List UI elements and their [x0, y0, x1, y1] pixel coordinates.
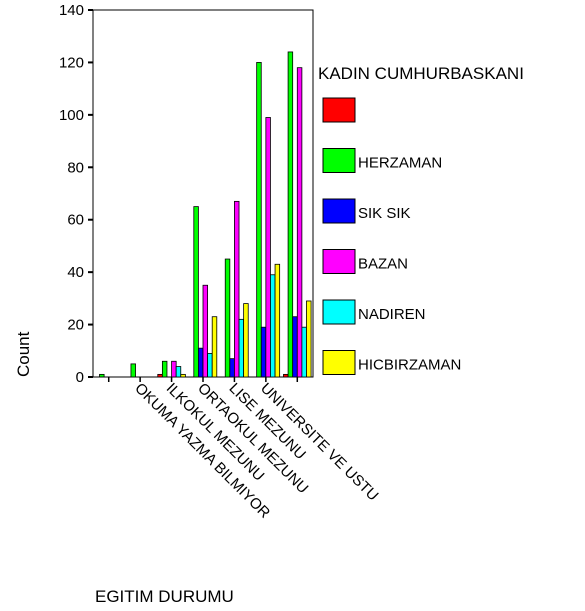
y-axis: 0 20 40 60 80 100 120 140	[59, 2, 93, 386]
legend: HERZAMAN SIK SIK BAZAN NADIREN HICBIRZAMAN	[322, 97, 461, 375]
y-tick-label: 140	[59, 2, 84, 19]
y-tick-label: 20	[67, 317, 84, 334]
bar	[161, 360, 168, 378]
bars-layer	[99, 51, 312, 378]
bar	[193, 206, 199, 378]
y-tick-label: 120	[59, 54, 84, 71]
legend-swatch	[322, 97, 356, 123]
y-tick-label: 100	[59, 107, 84, 124]
bar	[234, 200, 240, 378]
bar	[157, 373, 163, 378]
bar	[175, 366, 182, 378]
bar	[229, 358, 235, 378]
y-tick-label: 40	[67, 264, 84, 281]
legend-label: SIK SIK	[358, 205, 411, 222]
legend-swatch	[322, 350, 356, 375]
legend-swatch	[322, 198, 356, 224]
y-tick-label: 80	[67, 159, 84, 176]
legend-label: HERZAMAN	[358, 155, 442, 172]
bar	[306, 300, 312, 378]
bar	[270, 274, 276, 378]
x-tick-label: UNIVERSITE VE USTU	[257, 380, 382, 505]
bar	[180, 373, 186, 378]
y-tick-label: 0	[76, 369, 84, 386]
bar	[292, 316, 298, 378]
bar	[301, 326, 307, 378]
bar	[287, 51, 294, 378]
bar	[260, 326, 267, 378]
bar	[256, 62, 262, 378]
bar	[283, 373, 289, 378]
bar	[238, 318, 245, 378]
bar	[243, 303, 249, 378]
legend-swatch	[322, 299, 356, 325]
bar	[202, 284, 208, 378]
legend-label: BAZAN	[358, 256, 408, 273]
bar	[274, 263, 281, 378]
legend-swatch	[322, 249, 356, 274]
legend-title: KADIN CUMHURBASKANI	[318, 64, 524, 83]
y-tick-label: 60	[67, 212, 84, 229]
bar	[207, 353, 213, 378]
bar	[130, 363, 136, 378]
bar	[99, 373, 105, 378]
legend-label: NADIREN	[358, 306, 426, 323]
bar	[265, 117, 271, 378]
bar	[224, 258, 231, 378]
x-axis-title: EGITIM DURUMU	[95, 587, 234, 606]
legend-swatch	[322, 148, 356, 173]
bar	[171, 360, 177, 378]
bar	[211, 316, 218, 378]
legend-label: HICBIRZAMAN	[358, 357, 461, 374]
y-axis-title: Count	[14, 331, 33, 377]
bar	[296, 67, 303, 378]
bar	[197, 347, 204, 378]
